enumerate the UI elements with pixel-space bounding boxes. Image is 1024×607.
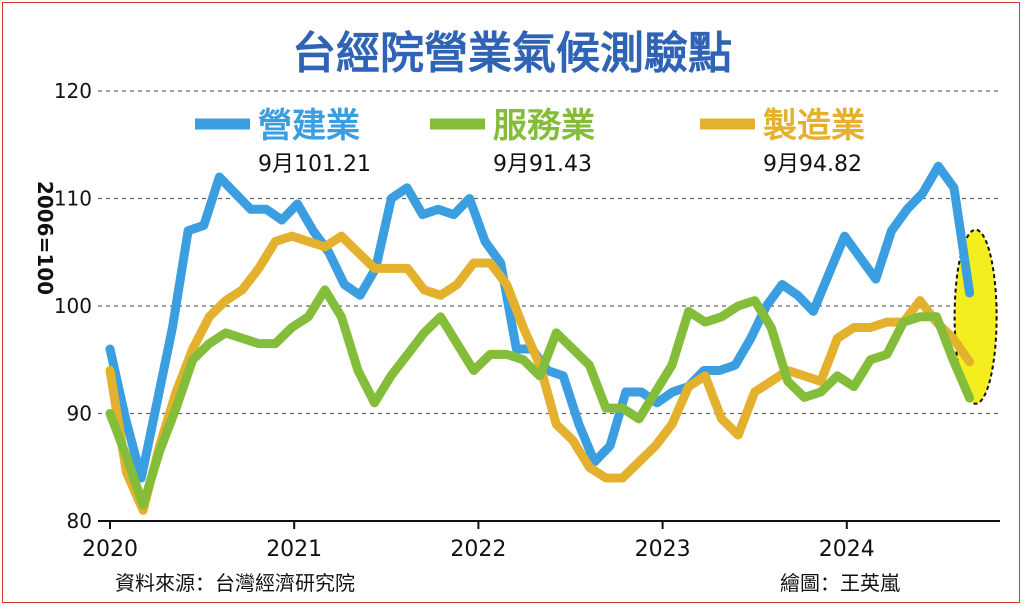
y-tick-label: 110 — [54, 187, 92, 211]
credit-note: 繪圖：王英嵐 — [780, 571, 900, 595]
legend-label: 營建業 — [258, 106, 360, 146]
legend-value-note: 9月101.21 — [258, 152, 371, 177]
y-tick-label: 90 — [67, 402, 92, 426]
x-tick-label: 2020 — [82, 537, 138, 562]
y-axis-label: 2006=100 — [33, 181, 57, 295]
chart-title: 台經院營業氣候測驗點 — [292, 28, 732, 79]
y-tick-label: 120 — [54, 79, 92, 103]
legend-value-note: 9月91.43 — [493, 152, 592, 177]
series-line-construction — [105, 161, 975, 483]
legend-value-note: 9月94.82 — [763, 152, 862, 177]
series-line-services — [105, 285, 975, 510]
source-note: 資料來源：台灣經濟研究院 — [115, 571, 355, 595]
x-tick-label: 2024 — [819, 537, 875, 562]
x-tick-label: 2021 — [266, 537, 322, 562]
y-tick-label: 100 — [54, 294, 92, 318]
y-tick-label: 80 — [67, 509, 92, 533]
x-tick-label: 2022 — [450, 537, 506, 562]
legend-label: 服務業 — [493, 106, 595, 146]
x-tick-label: 2023 — [635, 537, 691, 562]
legend-label: 製造業 — [763, 106, 865, 146]
